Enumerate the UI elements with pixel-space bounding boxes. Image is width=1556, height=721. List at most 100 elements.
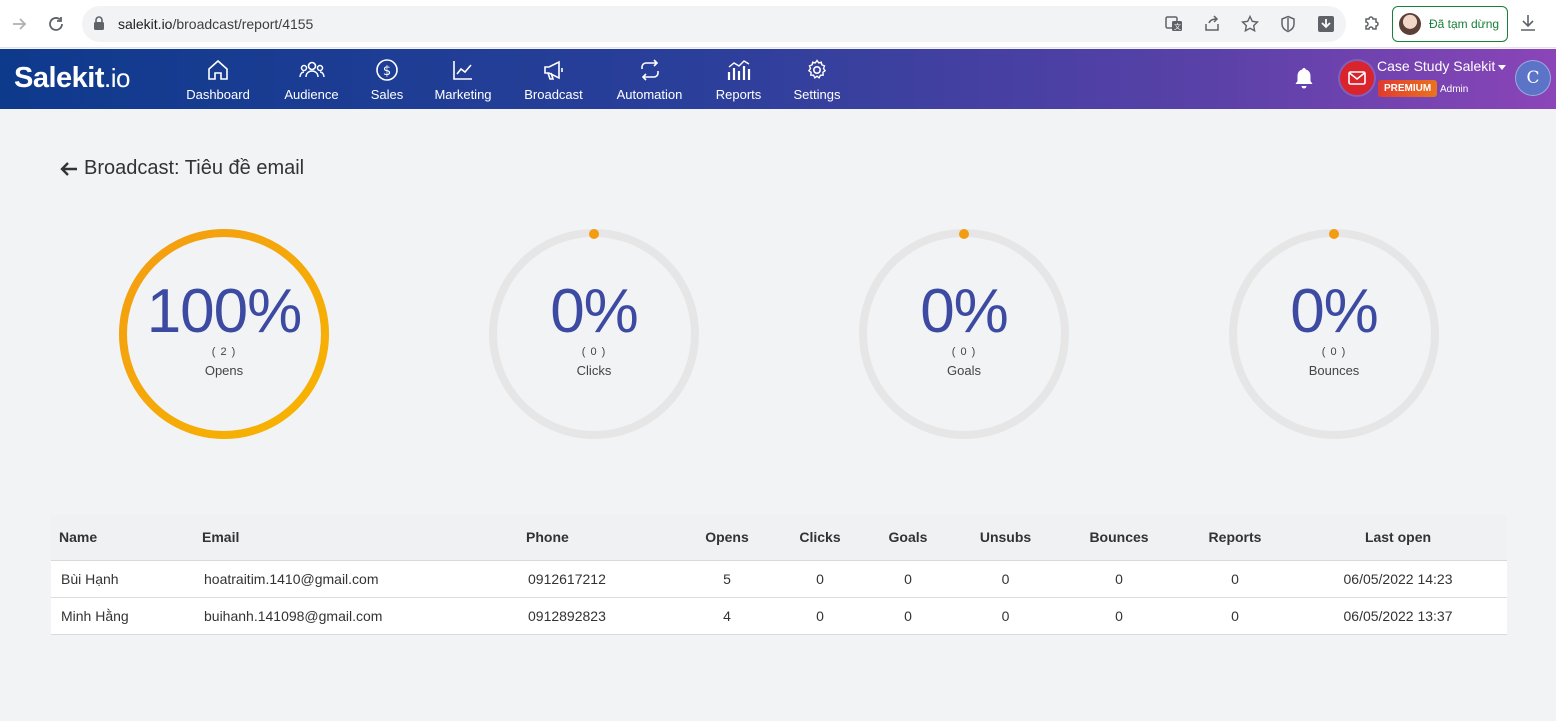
col-goals-header[interactable]: Goals — [862, 515, 954, 561]
cell-phone: 0912617212 — [528, 570, 606, 587]
col-phone-header[interactable]: Phone — [518, 515, 676, 561]
table-header-row: Name Email Phone Opens Clicks Goals Unsu… — [51, 515, 1507, 561]
forward-icon[interactable] — [8, 12, 32, 36]
nav-broadcast[interactable]: Broadcast — [524, 57, 583, 102]
gauge-ring — [119, 229, 329, 439]
address-bar[interactable]: salekit.io/broadcast/report/4155 文 — [82, 6, 1346, 42]
bookmark-star-icon[interactable] — [1240, 14, 1260, 34]
col-reports-header[interactable]: Reports — [1181, 515, 1289, 561]
gauge-ring — [1229, 229, 1439, 439]
table-row[interactable]: Minh Hằng buihanh.141098@gmail.com 09128… — [51, 597, 1507, 634]
stat-label: Clicks — [576, 363, 612, 378]
downloads-icon[interactable] — [1518, 13, 1538, 38]
stat-count: ( 0 ) — [951, 346, 977, 358]
cell-reports: 0 — [1231, 570, 1239, 587]
bar-chart-icon — [726, 57, 752, 83]
stat-count: ( 0 ) — [1321, 346, 1347, 358]
svg-text:文: 文 — [1174, 22, 1181, 31]
stat-percent: 0% — [1290, 277, 1379, 346]
stat-opens: 100% ( 2 ) Opens — [118, 228, 330, 440]
col-bounces-header[interactable]: Bounces — [1057, 515, 1181, 561]
extensions-puzzle-icon[interactable] — [1362, 13, 1382, 38]
cell-phone: 0912892823 — [528, 607, 606, 624]
col-last-open-header[interactable]: Last open — [1289, 515, 1507, 561]
salekit-logo[interactable]: Salekit.io — [14, 62, 130, 94]
plan-badge: PREMIUM — [1378, 80, 1438, 97]
download-extension-icon[interactable] — [1316, 14, 1336, 34]
cell-unsubs: 0 — [1001, 570, 1010, 587]
gauge-ring — [859, 229, 1069, 439]
dollar-icon: $ — [374, 57, 400, 83]
gauge-progress — [119, 229, 329, 439]
table-row[interactable]: Bùi Hạnh hoatraitim.1410@gmail.com 09126… — [51, 560, 1507, 597]
nav-automation[interactable]: Automation — [616, 57, 683, 102]
col-email-header[interactable]: Email — [194, 515, 518, 561]
lock-icon[interactable] — [92, 15, 106, 36]
cell-goals: 0 — [904, 570, 912, 587]
back-arrow-icon[interactable] — [60, 159, 80, 179]
repeat-icon — [637, 57, 663, 83]
nav-settings[interactable]: Settings — [793, 57, 841, 102]
gauge-progress-dot — [1329, 229, 1339, 239]
megaphone-icon — [541, 57, 567, 83]
stat-goals: 0% ( 0 ) Goals — [858, 228, 1070, 440]
nav-sales[interactable]: $ Sales — [371, 57, 403, 102]
stat-clicks: 0% ( 0 ) Clicks — [488, 228, 700, 440]
stat-count: ( 2 ) — [211, 346, 237, 358]
home-icon — [205, 57, 231, 83]
chart-line-icon — [450, 57, 476, 83]
profile-avatar — [1399, 13, 1421, 35]
cell-clicks: 0 — [816, 607, 824, 624]
chevron-down-icon[interactable] — [1498, 65, 1506, 70]
nav-dashboard[interactable]: Dashboard — [186, 57, 250, 102]
cell-unsubs: 0 — [1001, 607, 1010, 624]
cell-goals: 0 — [904, 607, 912, 624]
cell-last-open: 06/05/2022 14:23 — [1343, 570, 1453, 587]
gear-icon — [804, 57, 830, 83]
recipients-table: Name Email Phone Opens Clicks Goals Unsu… — [51, 515, 1507, 635]
share-icon[interactable] — [1202, 14, 1222, 34]
mail-icon[interactable] — [1340, 61, 1374, 95]
cell-email: hoatraitim.1410@gmail.com — [204, 570, 379, 587]
nav-audience[interactable]: Audience — [284, 57, 339, 102]
account-name[interactable]: Case Study Salekit — [1377, 58, 1496, 74]
cell-name: Bùi Hạnh — [61, 570, 119, 587]
profile-status-label: Đã tạm dừng — [1429, 17, 1500, 31]
gauge-ring — [489, 229, 699, 439]
cell-bounces: 0 — [1115, 570, 1123, 587]
col-name-header[interactable]: Name — [51, 515, 194, 561]
nav-settings-label: Settings — [793, 87, 841, 102]
nav-dashboard-label: Dashboard — [186, 87, 250, 102]
bell-icon[interactable] — [1292, 66, 1316, 95]
cell-email: buihanh.141098@gmail.com — [204, 607, 383, 624]
page-title: Broadcast: Tiêu đề email — [60, 157, 304, 180]
profile-paused-button[interactable]: Đã tạm dừng — [1392, 6, 1508, 42]
gauge-progress-dot — [959, 229, 969, 239]
nav-reports[interactable]: Reports — [716, 57, 761, 102]
cell-opens: 4 — [723, 607, 731, 624]
browser-toolbar: salekit.io/broadcast/report/4155 文 Đã tạ… — [0, 0, 1556, 48]
nav-marketing[interactable]: Marketing — [434, 57, 492, 102]
cell-name: Minh Hằng — [61, 607, 129, 624]
col-unsubs-header[interactable]: Unsubs — [954, 515, 1057, 561]
reload-icon[interactable] — [44, 12, 68, 36]
cell-opens: 5 — [723, 570, 731, 587]
users-icon — [298, 57, 325, 83]
stat-percent: 0% — [920, 277, 1009, 346]
stat-label: Goals — [947, 363, 981, 378]
col-clicks-header[interactable]: Clicks — [778, 515, 862, 561]
gauge-progress-dot — [589, 229, 599, 239]
svg-text:$: $ — [383, 64, 391, 79]
url-text: salekit.io/broadcast/report/4155 — [118, 16, 314, 32]
cell-clicks: 0 — [816, 570, 824, 587]
cell-reports: 0 — [1231, 607, 1239, 624]
stat-label: Bounces — [1308, 363, 1360, 378]
account-role: Admin — [1440, 84, 1469, 95]
translate-icon[interactable]: 文 — [1164, 14, 1184, 34]
cell-bounces: 0 — [1115, 607, 1123, 624]
col-opens-header[interactable]: Opens — [676, 515, 778, 561]
stat-bounces: 0% ( 0 ) Bounces — [1228, 228, 1440, 440]
stat-label: Opens — [204, 363, 244, 378]
user-avatar[interactable]: C — [1515, 60, 1551, 96]
shield-icon[interactable] — [1278, 14, 1298, 34]
